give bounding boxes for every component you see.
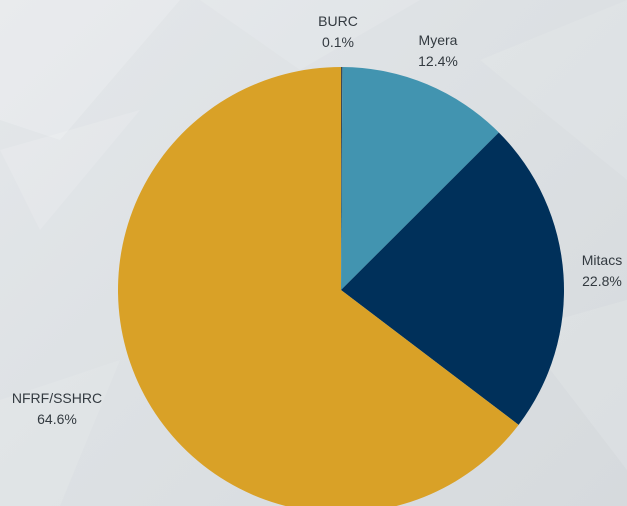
slice-label-nfrf-sshrc: NFRF/SSHRC — [12, 390, 102, 406]
pie-slice-burc — [341, 67, 343, 290]
pie-labels: BURC 0.1% Myera 12.4% Mitacs 22.8% NFRF/SSHRC 6… — [12, 13, 622, 427]
pie-slice-nfrf-sshrc — [118, 67, 519, 506]
slice-label-mitacs: Mitacs — [582, 252, 622, 268]
pie-slices — [118, 67, 564, 506]
slice-value-burc: 0.1% — [322, 34, 354, 50]
slice-label-myera: Myera — [419, 32, 458, 48]
slice-value-myera: 12.4% — [418, 53, 458, 69]
pie-slice-myera — [341, 67, 499, 290]
slice-value-nfrf-sshrc: 64.6% — [37, 411, 77, 427]
slice-value-mitacs: 22.8% — [582, 273, 622, 289]
slice-label-burc: BURC — [318, 13, 358, 29]
pie-slice-mitacs — [341, 132, 564, 425]
